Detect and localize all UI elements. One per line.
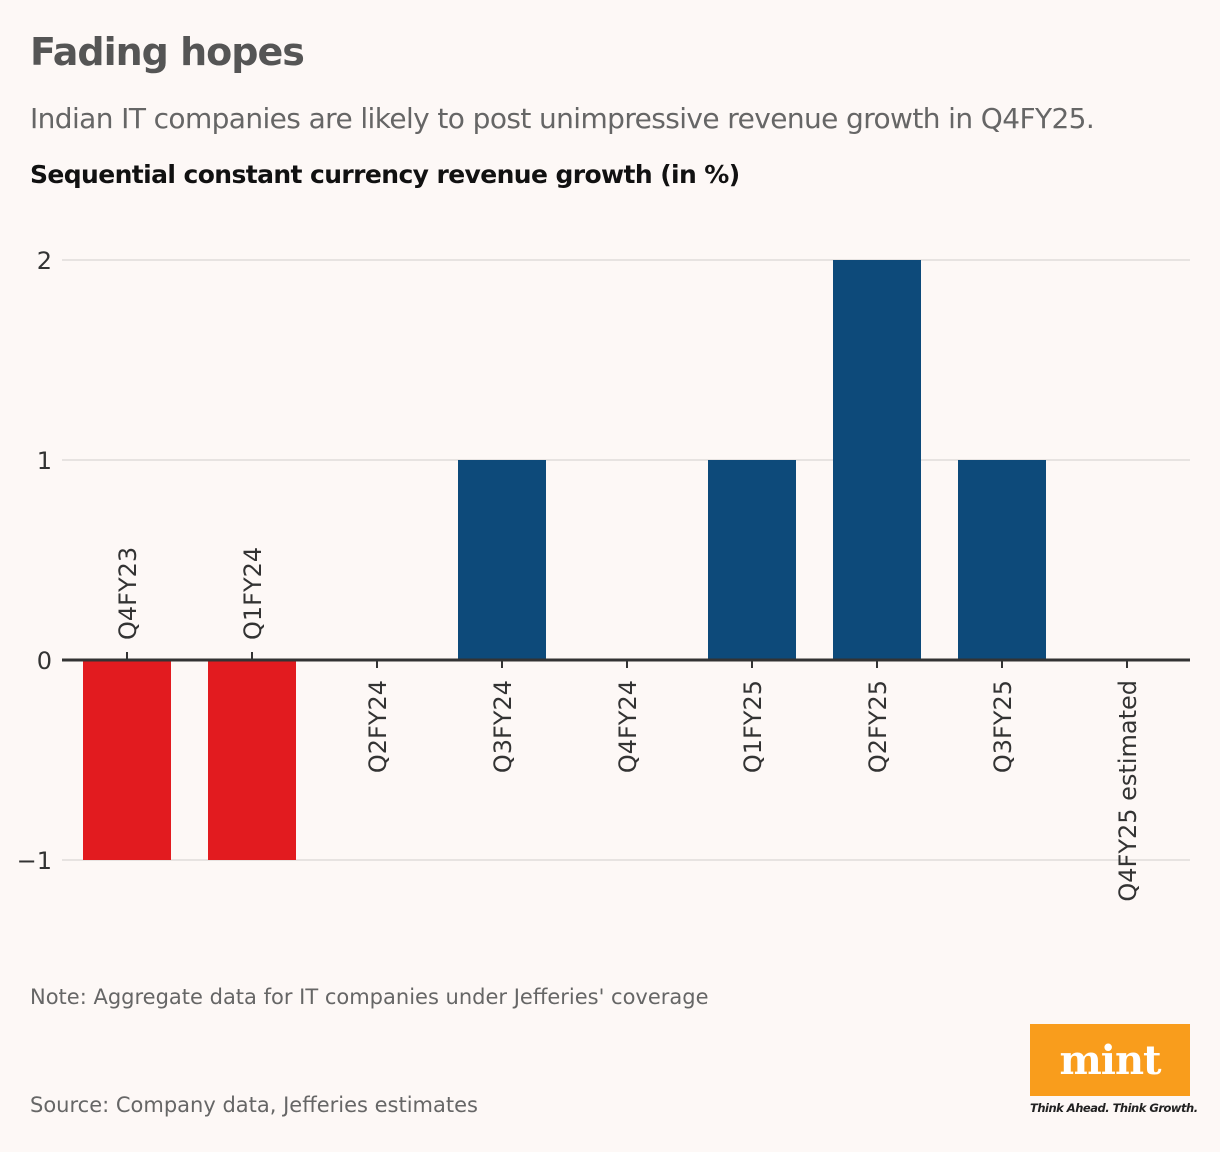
x-category-label: Q4FY24: [614, 680, 642, 773]
bar: [83, 660, 171, 860]
chart-note: Note: Aggregate data for IT companies un…: [30, 985, 709, 1009]
x-category-label: Q2FY24: [364, 680, 392, 773]
chart-axis-title: Sequential constant currency revenue gro…: [30, 160, 740, 189]
bar-chart: 2 1 0 −1 Q4FY23 Q1FY24 Q2FY24 Q3FY24 Q4FY24 Q1FY2…: [17, 247, 1190, 902]
x-category-label: Q4FY23: [114, 547, 142, 640]
logo-tagline: Think Ahead. Think Growth.: [1030, 1101, 1198, 1115]
chart-title-main: Fading hopes: [30, 30, 305, 74]
y-tick-label: 2: [37, 247, 52, 275]
x-category-label: Q1FY24: [239, 547, 267, 640]
bar: [958, 460, 1046, 660]
bar: [708, 460, 796, 660]
bar: [458, 460, 546, 660]
chart-subtitle: Indian IT companies are likely to post u…: [30, 102, 1095, 135]
x-category-label: Q1FY25: [739, 680, 767, 773]
x-category-label: Q2FY25: [864, 680, 892, 773]
bar: [208, 660, 296, 860]
x-category-label: Q3FY25: [989, 680, 1017, 773]
logo-text: mint: [1059, 1036, 1161, 1084]
chart-source: Source: Company data, Jefferies estimate…: [30, 1093, 478, 1117]
x-category-label: Q4FY25 estimated: [1114, 680, 1142, 902]
y-tick-label: 1: [37, 447, 52, 475]
mint-logo: mint: [1030, 1024, 1190, 1096]
y-tick-label: −1: [17, 847, 52, 875]
bar: [833, 260, 921, 660]
y-tick-label: 0: [37, 647, 52, 675]
x-category-label: Q3FY24: [489, 680, 517, 773]
